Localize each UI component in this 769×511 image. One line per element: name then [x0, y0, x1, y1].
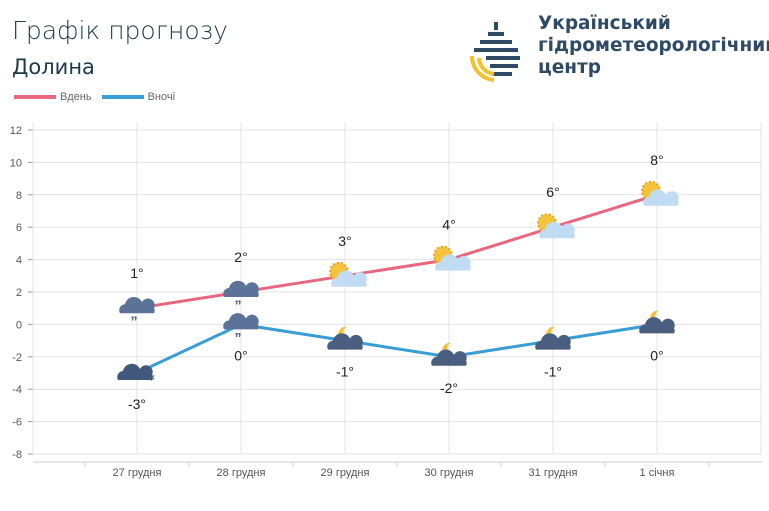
data-label: -1°: [544, 364, 562, 380]
data-label: -1°: [336, 364, 354, 380]
y-tick-label: 8: [16, 190, 22, 202]
svg-text:❄: ❄: [147, 373, 155, 384]
moon-cloud-icon: [535, 326, 571, 350]
y-tick-label: 4: [16, 255, 22, 267]
city-name: Долина: [12, 55, 95, 79]
rain-cloud-icon: ”: [223, 280, 259, 313]
y-tick-label: 12: [10, 125, 22, 137]
y-tick-label: 6: [16, 222, 22, 234]
y-tick-label: -8: [12, 449, 22, 461]
data-label: 0°: [650, 347, 663, 363]
data-label: 0°: [234, 347, 247, 363]
legend: Вдень Вночі: [14, 91, 185, 103]
x-tick-label: 27 грудня: [113, 467, 162, 479]
sun-cloud-icon: [433, 245, 471, 271]
data-label: 8°: [650, 152, 663, 168]
legend-night[interactable]: Вночі: [147, 91, 176, 103]
data-label: -3°: [128, 396, 146, 412]
ugmc-logo: [469, 22, 520, 82]
org-line: центр: [538, 57, 602, 78]
data-label: 6°: [546, 184, 559, 200]
sun-cloud-icon: [641, 180, 679, 206]
y-tick-label: -6: [12, 417, 22, 429]
data-label: 1°: [130, 265, 143, 281]
data-label: 4°: [442, 217, 455, 233]
data-label: 2°: [234, 249, 247, 265]
x-tick-label: 1 січня: [640, 467, 675, 479]
sun-cloud-icon: [537, 213, 575, 239]
page-title: Графік прогнозу: [12, 16, 228, 45]
data-label: 3°: [338, 233, 351, 249]
org-name: Український гідрометеорологічний центр: [538, 13, 769, 79]
x-tick-label: 31 грудня: [529, 467, 578, 479]
x-tick-label: 30 грудня: [425, 467, 474, 479]
legend-day[interactable]: Вдень: [60, 91, 92, 103]
y-tick-label: 10: [10, 157, 22, 169]
svg-text:”: ”: [131, 313, 138, 329]
y-tick-label: -4: [12, 384, 22, 396]
svg-text:”: ”: [235, 329, 242, 345]
org-line: гідрометеорологічний: [538, 35, 769, 56]
sun-cloud-icon: [329, 261, 367, 287]
rain-cloud-icon: ”: [223, 313, 259, 345]
y-tick-label: 2: [16, 287, 22, 299]
moon-cloud-icon: [431, 342, 467, 366]
snow-cloud-icon: ❄: [117, 363, 155, 384]
series-line-day: [136, 193, 658, 310]
x-tick-label: 29 грудня: [321, 467, 370, 479]
rain-cloud-icon: ”: [119, 296, 155, 329]
svg-text:”: ”: [235, 297, 242, 313]
moon-cloud-icon: [639, 310, 675, 334]
data-label: -2°: [440, 380, 458, 396]
x-tick-label: 28 грудня: [217, 467, 266, 479]
legend-night-swatch[interactable]: [101, 95, 144, 99]
series-line-night: [136, 322, 658, 375]
moon-cloud-icon: [327, 326, 363, 350]
org-line: Український: [538, 13, 671, 34]
legend-day-swatch[interactable]: [14, 95, 56, 99]
y-tick-label: -2: [12, 352, 22, 364]
y-tick-label: 0: [16, 319, 22, 331]
